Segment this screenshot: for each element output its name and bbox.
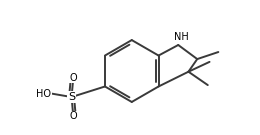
Text: NH: NH — [174, 32, 188, 42]
Text: O: O — [69, 111, 77, 121]
Text: S: S — [68, 92, 75, 102]
Text: O: O — [69, 73, 77, 83]
Text: HO: HO — [36, 89, 51, 99]
